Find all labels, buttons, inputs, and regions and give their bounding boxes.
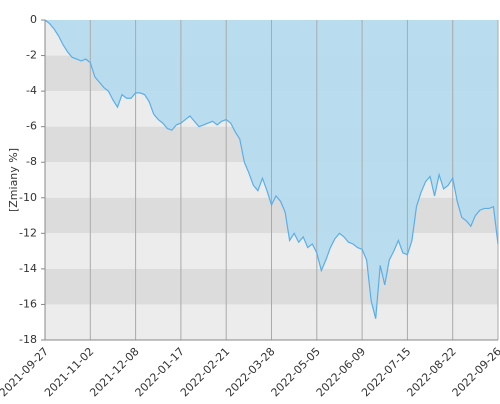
y-tick-label: -12 (19, 226, 37, 239)
y-axis-label: [Zmiany %] (7, 148, 20, 212)
y-tick-label: -4 (26, 84, 37, 97)
y-tick-label: -6 (26, 120, 37, 133)
y-tick-label: -16 (19, 297, 37, 310)
line (44, 19, 499, 319)
y-tick-label: -18 (19, 333, 37, 346)
y-tick-label: -8 (26, 155, 37, 168)
y-tick-label: 0 (30, 13, 37, 26)
y-tick-label: -14 (19, 262, 37, 275)
y-tick-label: -10 (19, 191, 37, 204)
y-tick-label: -2 (26, 49, 37, 62)
